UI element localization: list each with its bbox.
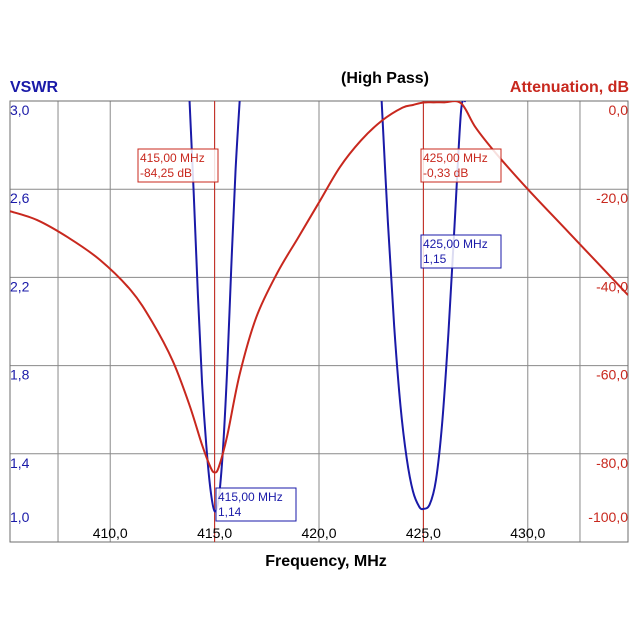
y-right-tick-label: -80,0 — [596, 455, 628, 471]
plot-frame — [9, 100, 629, 543]
marker-box — [215, 487, 297, 522]
tick-labels: 410,0 415,0 420,0 425,0 430,0 1,0 1,4 1,8 2,2 2,6… — [10, 102, 628, 541]
y-left-tick-label: 1,4 — [10, 455, 30, 471]
left-axis-title: VSWR — [10, 79, 58, 96]
marker-frequency: 415,00 MHz — [140, 151, 205, 165]
x-tick-label: 420,0 — [301, 525, 336, 541]
y-right-tick-label: -20,0 — [596, 190, 628, 206]
y-left-tick-label: 1,8 — [10, 367, 30, 383]
x-tick-label: 410,0 — [93, 525, 128, 541]
marker-frequency: 425,00 MHz — [423, 237, 488, 251]
y-left-tick-label: 2,2 — [10, 278, 30, 294]
y-left-tick-label: 1,0 — [10, 509, 30, 525]
marker-value: -84,25 dB — [140, 166, 192, 180]
marker-value: 1,15 — [423, 252, 447, 266]
y-left-tick-label: 3,0 — [10, 102, 30, 118]
series-line-vswr — [188, 101, 241, 513]
marker-annotation: 425,00 MHz-0,33 dB — [420, 148, 502, 183]
marker-box — [420, 234, 502, 269]
x-axis-title: Frequency, MHz — [265, 553, 387, 570]
marker-box — [420, 148, 502, 183]
x-tick-label: 430,0 — [510, 525, 545, 541]
x-tick-label: 425,0 — [406, 525, 441, 541]
y-right-tick-label: 0,0 — [609, 102, 629, 118]
marker-value: 1,14 — [218, 505, 242, 519]
series-line-attenuation — [10, 101, 628, 474]
y-right-tick-label: -60,0 — [596, 367, 628, 383]
right-axis-title: Attenuation, dB — [510, 79, 629, 96]
marker-frequency: 415,00 MHz — [218, 490, 283, 504]
y-right-tick-label: -40,0 — [596, 278, 628, 294]
marker-box — [137, 148, 219, 183]
marker-value: -0,33 dB — [423, 166, 468, 180]
x-tick-label: 415,0 — [197, 525, 232, 541]
marker-frequency: 425,00 MHz — [423, 151, 488, 165]
y-left-tick-label: 2,6 — [10, 190, 30, 206]
chart-title: (High Pass) — [341, 70, 429, 87]
y-right-tick-label: -100,0 — [588, 509, 628, 525]
marker-annotation: 415,00 MHz-84,25 dB — [137, 148, 219, 183]
